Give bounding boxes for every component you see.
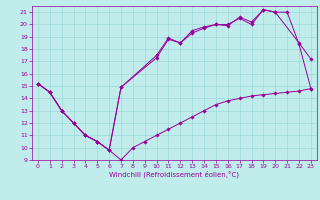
- X-axis label: Windchill (Refroidissement éolien,°C): Windchill (Refroidissement éolien,°C): [109, 171, 239, 178]
